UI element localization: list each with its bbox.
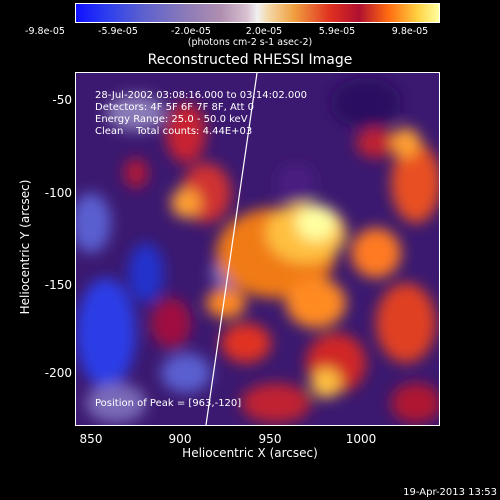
colorbar-tick: -5.9e-05 (98, 26, 138, 37)
colorbar-tick: -9.8e-05 (25, 26, 65, 37)
x-tick-label: 900 (168, 432, 192, 446)
y-tick-label: -50 (52, 93, 72, 107)
colorbar-tick: 2.0e-05 (245, 26, 283, 37)
x-tick-label: 1000 (345, 432, 377, 446)
x-tick-label: 950 (258, 432, 282, 446)
colorbar-tick: 5.9e-05 (318, 26, 356, 37)
x-tick-label: 850 (79, 432, 103, 446)
x-axis-label: Heliocentric X (arcsec) (182, 446, 318, 460)
y-tick-label: -150 (44, 278, 72, 292)
colorbar-tick: -2.0e-05 (171, 26, 211, 37)
info-clean: Clean Total counts: 4.44E+03 (95, 126, 253, 137)
plot-title: Reconstructed RHESSI Image (147, 52, 353, 68)
y-tick-label: -200 (44, 366, 72, 380)
colorbar-tick: 9.8e-05 (391, 26, 429, 37)
info-energy: Energy Range: 25.0 - 50.0 keV (95, 114, 248, 125)
y-axis-label: Heliocentric Y (arcsec) (18, 179, 32, 315)
info-time-range: 28-Jul-2002 03:08:16.000 to 03:14:02.000 (95, 90, 307, 101)
rhessi-image-graphic (76, 73, 439, 425)
solar-limb (205, 73, 258, 425)
rhessi-image (75, 72, 440, 426)
info-detectors: Detectors: 4F 5F 6F 7F 8F, Att 0 (95, 102, 255, 113)
info-peak: Position of Peak = [963,-120] (95, 398, 242, 409)
generation-date: 19-Apr-2013 13:53 (403, 487, 497, 498)
colorbar (75, 3, 440, 23)
y-tick-label: -100 (44, 186, 72, 200)
colorbar-units: (photons cm-2 s-1 asec-2) (187, 37, 313, 48)
